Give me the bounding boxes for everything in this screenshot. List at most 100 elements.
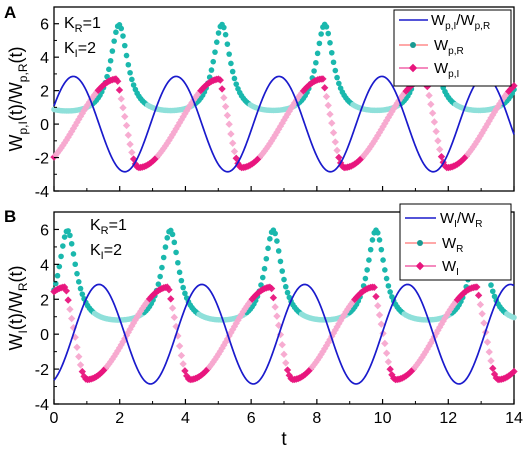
real-point — [316, 40, 323, 47]
legend-label-ratio-a: Wp,I/Wp,R — [431, 12, 490, 32]
real-point — [367, 246, 374, 253]
y-tick-label: 6 — [40, 17, 49, 34]
real-point — [123, 52, 130, 59]
series-imag-b — [50, 283, 518, 384]
real-point — [121, 42, 128, 49]
real-point — [261, 265, 268, 272]
y-tick-label: 0 — [40, 117, 49, 134]
real-point — [208, 67, 215, 73]
real-point — [65, 228, 71, 234]
real-point — [332, 67, 339, 74]
real-point — [67, 232, 73, 239]
real-point — [107, 57, 114, 64]
real-point — [213, 39, 220, 45]
svg-text:Wp,I(t)/Wp,R(t): Wp,I(t)/Wp,R(t) — [6, 46, 30, 151]
real-point — [210, 58, 217, 65]
imag-point — [230, 147, 239, 156]
y-tick-label: 2 — [40, 292, 49, 309]
real-point — [259, 274, 266, 281]
real-point — [229, 68, 236, 75]
real-point — [157, 273, 163, 280]
imag-point — [271, 303, 279, 311]
plot-area-b — [50, 227, 518, 385]
y-tick-label: -2 — [35, 151, 49, 168]
real-point — [61, 234, 68, 240]
real-point — [366, 257, 372, 263]
real-point — [215, 30, 222, 36]
imag-point — [278, 341, 286, 349]
annotation-kr-a: KR=1 — [64, 15, 101, 35]
real-point — [267, 236, 273, 242]
real-point — [127, 69, 133, 76]
real-point — [228, 60, 234, 67]
imag-point — [62, 287, 71, 295]
y-tick-label: -2 — [35, 362, 49, 379]
imag-point — [489, 364, 497, 373]
imag-point — [73, 343, 81, 351]
imag-point — [480, 319, 488, 327]
imag-point — [218, 85, 226, 93]
imag-point — [177, 351, 186, 360]
legend-box-a — [393, 9, 512, 87]
imag-point — [280, 350, 288, 359]
real-point — [125, 61, 132, 68]
x-tick-label: 14 — [505, 410, 523, 427]
x-tick-label: 10 — [374, 410, 392, 427]
imag-point — [122, 121, 131, 130]
real-point — [171, 239, 178, 246]
imag-point — [68, 314, 76, 323]
legend-label-imag-a: Wp,I — [434, 60, 459, 80]
real-point — [169, 231, 176, 238]
panel-label-a: A — [4, 3, 16, 22]
imag-point — [386, 365, 394, 373]
imag-point — [370, 283, 378, 292]
imag-point — [121, 112, 129, 121]
x-tick-label: 0 — [50, 410, 59, 427]
real-point — [265, 245, 271, 252]
real-point — [173, 249, 179, 256]
imag-point — [483, 338, 492, 346]
imag-point — [64, 296, 72, 304]
real-point — [233, 81, 240, 87]
imag-point — [126, 140, 134, 148]
real-point — [74, 270, 80, 277]
imag-point — [428, 109, 437, 117]
real-point — [130, 82, 137, 88]
y-label-b: WI(t)/WR(t) — [6, 266, 30, 351]
real-point — [75, 278, 82, 285]
real-point — [106, 66, 112, 73]
annotation-ki-a: KI=2 — [64, 40, 96, 60]
x-axis-b: 0 2 4 6 8 10 12 14 — [50, 399, 523, 427]
y-axis-a: -4 -2 0 2 4 6 — [35, 17, 59, 201]
real-point — [111, 38, 117, 44]
annotation-kr-b: KR=1 — [90, 217, 127, 237]
real-point — [118, 25, 125, 32]
imag-point — [372, 292, 380, 301]
imag-point — [326, 110, 334, 118]
imag-point — [179, 360, 187, 368]
x-tick-label: 12 — [439, 410, 457, 427]
imag-point — [381, 339, 389, 348]
real-point — [314, 50, 321, 57]
legend-label-real-a: Wp,R — [434, 37, 464, 57]
imag-point — [76, 361, 85, 369]
real-point — [56, 263, 63, 270]
imag-point — [427, 100, 435, 108]
series-ratio-a — [53, 75, 515, 173]
imag-point — [282, 359, 290, 367]
real-point — [180, 284, 186, 291]
real-point — [182, 290, 188, 297]
real-point — [364, 267, 370, 273]
real-point — [68, 240, 75, 247]
series-ratio-b — [53, 283, 515, 385]
real-point — [313, 59, 319, 66]
real-point — [281, 276, 287, 283]
legend-label-imag-b: WI — [442, 258, 459, 278]
y-label-a: Wp,I(t)/Wp,R(t) — [6, 46, 30, 151]
real-point — [224, 41, 231, 47]
real-point — [511, 314, 517, 321]
real-point — [164, 235, 171, 241]
real-point — [334, 74, 340, 81]
imag-point — [434, 137, 442, 145]
imag-point — [436, 145, 444, 154]
